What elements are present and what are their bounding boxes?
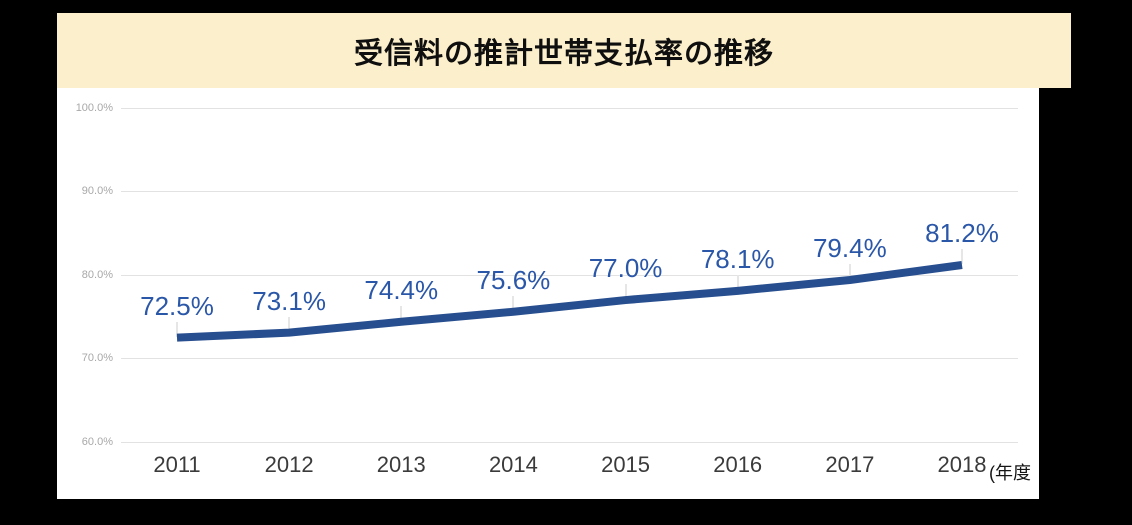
data-point-label: 75.6% [476,264,551,295]
x-axis-tick-label: 2011 [153,452,201,477]
gridline [121,107,1018,109]
gridline [121,441,1018,443]
data-point-label: 74.4% [364,274,439,305]
x-axis-tick-label: 2014 [488,452,538,477]
x-axis-tick-label: 2016 [713,452,763,477]
data-point-label: 78.1% [700,243,775,274]
title-banner: 受信料の推計世帯支払率の推移 [57,13,1071,88]
x-axis-tick-label: 2012 [264,452,314,477]
x-axis-tick-label: 2018 [937,452,987,477]
annotation-stem [848,264,851,279]
gridline [121,358,1018,359]
y-axis-tick-label: 90.0% [81,185,113,197]
chart-area: (年度 100.0% 90.0% 80.0% 70.0% 60.0% 72.5% 73.1%… [57,88,1039,499]
annotation-stem [176,321,178,337]
gridline [121,274,1018,276]
data-point-label: 79.4% [812,233,887,263]
payment-rate-line [176,261,963,342]
data-point-label: 73.1% [252,285,326,316]
y-axis-tick-label: 60.0% [81,435,113,448]
data-point-label: 72.5% [140,290,214,321]
data-line-svg [176,261,963,342]
annotation-stem [400,305,403,321]
annotation-stem [736,274,739,290]
y-axis-tick-label: 80.0% [81,268,113,281]
annotation-stem [961,248,963,264]
data-point-label: 81.2% [925,217,999,248]
x-axis-tick-label: 2015 [601,452,651,477]
x-axis-tick-label: 2013 [376,452,426,477]
data-point-label: 77.0% [588,253,663,284]
annotation-stem [288,316,291,332]
annotation-stem [512,295,515,311]
x-axis-tick-label: 2017 [825,452,875,477]
y-axis-tick-label: 70.0% [81,352,113,364]
annotation-stem [624,284,627,300]
gridline [121,191,1018,192]
y-axis-tick-label: 100.0% [75,101,113,114]
x-axis-unit-label: (年度 [989,463,1031,483]
chart-title: 受信料の推計世帯支払率の推移 [353,37,774,70]
